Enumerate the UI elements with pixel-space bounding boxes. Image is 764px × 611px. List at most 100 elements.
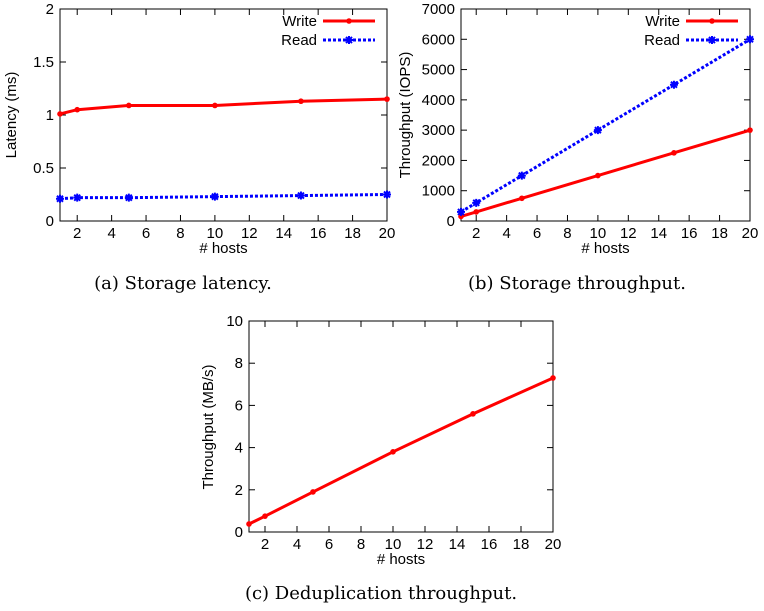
x-tick-label: 14 [275,225,292,242]
data-point [470,411,476,417]
data-point [383,190,391,199]
data-point [458,213,464,220]
series-line-0 [460,128,751,218]
y-tick-label: 0 [447,213,455,230]
data-point [210,192,219,201]
y-tick-label: 6 [235,397,243,414]
data-point [747,127,753,133]
data-point [124,193,133,202]
series-line-1 [460,37,751,214]
data-point [472,198,481,207]
x-tick-label: 20 [742,225,759,242]
y-tick-label: 0 [46,213,54,230]
x-tick-label: 2 [472,225,480,242]
y-tick-label: 2000 [422,152,455,169]
data-point [56,194,64,203]
legend-label: Write [645,13,680,30]
series-line-1 [59,193,388,201]
data-point [669,80,678,89]
y-tick-label: 1.5 [33,54,54,71]
x-axis-label: # hosts [377,551,425,568]
figure-caption: (a) Storage latency. [94,273,272,294]
legend-marker [709,18,715,24]
plot-frame [460,8,751,222]
x-tick-label: 14 [449,536,466,553]
data-point [473,209,480,215]
x-tick-label: 14 [650,225,667,242]
y-tick-label: 4 [235,440,243,457]
y-tick-label: 0 [235,524,243,541]
plot-frame [248,320,554,533]
legend-label: Read [281,32,317,49]
x-tick-label: 16 [481,536,498,553]
x-tick-label: 4 [502,225,510,242]
y-tick-label: 6000 [422,31,455,48]
data-point [246,521,252,527]
x-tick-label: 6 [533,225,541,242]
figure-caption: (c) Deduplication throughput. [245,583,517,604]
legend-label: Read [644,32,680,49]
data-point [595,172,601,179]
x-tick-label: 12 [417,536,434,553]
x-tick-label: 8 [176,225,184,242]
y-tick-label: 2 [235,482,243,499]
x-tick-label: 8 [357,536,365,553]
legend-marker [708,36,716,44]
y-tick-label: 8 [235,355,243,372]
data-point [74,106,81,113]
y-tick-label: 10 [226,313,243,330]
data-point [519,195,525,202]
chart-panel-0: 0 0.5 1 1.5 2 2 4 6 8 10 12 14 16 18 20 # hosts Latency … [3,1,395,294]
y-axis-label: Latency (ms) [3,72,20,159]
data-point [671,150,677,156]
data-point [126,102,132,109]
data-point [550,375,556,381]
data-point [296,191,305,200]
data-point [298,98,304,105]
legend-marker [345,36,353,44]
x-tick-label: 2 [261,536,269,553]
plot-frame [59,8,388,222]
y-tick-label: 1000 [422,183,455,200]
legend-label: Write [282,13,317,30]
figure-caption: (b) Storage throughput. [468,273,686,294]
data-point [593,126,602,135]
x-axis-label: # hosts [581,240,629,257]
data-point [390,449,396,455]
x-tick-label: 10 [207,225,224,242]
x-tick-label: 4 [293,536,301,553]
chart-panel-2: 0 2 4 6 8 10 2 4 6 8 10 12 14 16 18 20 # hosts Throughput… [200,313,561,604]
data-point [310,489,316,495]
data-point [384,96,390,102]
x-tick-label: 10 [385,536,402,553]
x-tick-label: 8 [563,225,571,242]
x-tick-label: 10 [590,225,607,242]
y-axis-label: Throughput (IOPS) [397,52,414,179]
y-tick-label: 5000 [422,62,455,79]
y-tick-label: 2 [46,1,54,18]
x-tick-label: 16 [310,225,327,242]
y-tick-label: 3000 [422,122,455,139]
data-point [457,207,465,216]
x-tick-label: 12 [620,225,637,242]
x-tick-label: 18 [344,225,361,242]
x-tick-label: 16 [681,225,698,242]
x-tick-label: 18 [711,225,728,242]
y-tick-label: 4000 [422,92,455,109]
series-line-0 [248,376,554,526]
legend-marker [346,18,352,24]
x-tick-label: 4 [107,225,115,242]
data-point [262,513,268,519]
data-point [57,111,63,117]
data-point [746,35,754,44]
x-tick-label: 6 [325,536,333,553]
x-tick-label: 20 [379,225,396,242]
data-point [73,193,82,202]
y-axis-label: Throughput (MB/s) [200,364,217,489]
x-axis-label: # hosts [199,240,247,257]
x-tick-label: 2 [73,225,81,242]
x-tick-label: 6 [142,225,150,242]
x-tick-label: 18 [513,536,530,553]
y-tick-label: 1 [46,107,54,124]
